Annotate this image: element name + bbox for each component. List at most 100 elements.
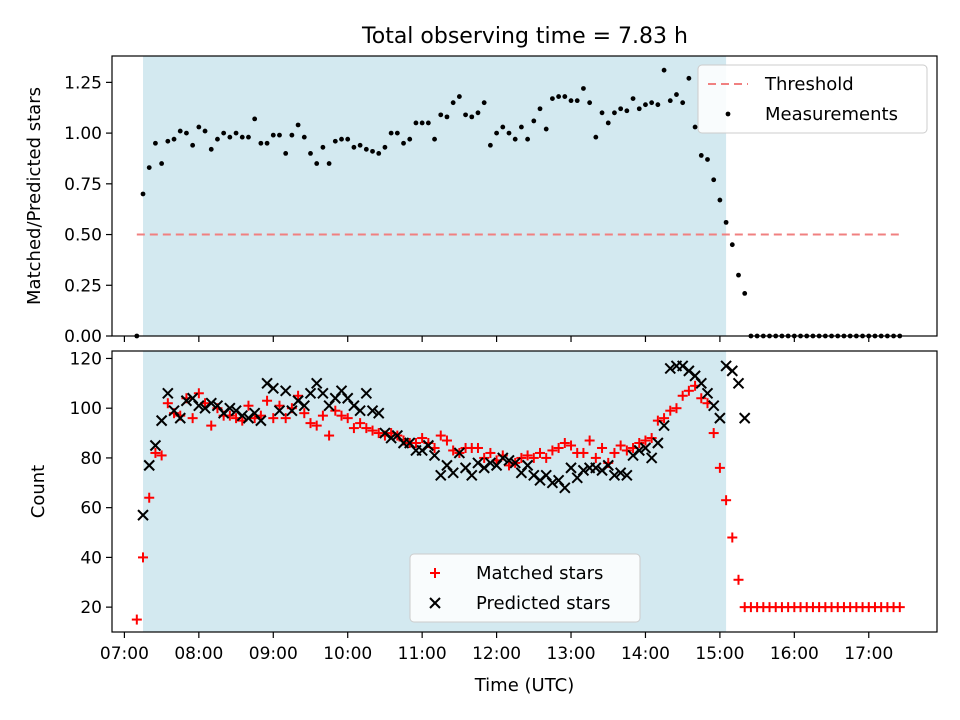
measurement-point (221, 130, 227, 136)
predicted-star-point (298, 400, 311, 412)
matched-star-point (162, 398, 173, 409)
predicted-star-point (652, 437, 664, 449)
matched-star-point (355, 418, 366, 429)
measurement-point (301, 134, 307, 140)
matched-star-point (535, 447, 546, 458)
measurement-point (456, 94, 462, 99)
measurement-point (686, 75, 692, 81)
measurement-point (270, 132, 276, 138)
matched-star-point (621, 445, 632, 456)
matched-star-point (652, 415, 663, 426)
x-tick-label: 09:00 (249, 644, 298, 664)
matched-star-point (665, 405, 676, 416)
measurement-point (593, 134, 599, 140)
matched-star-point (640, 435, 651, 446)
predicted-star-point (149, 439, 162, 452)
matched-star-point (150, 447, 161, 458)
measurement-point (357, 142, 363, 148)
measurement-point (469, 114, 475, 120)
bottom-axes-frame (111, 350, 938, 633)
measurement-point (698, 153, 704, 158)
measurement-point (258, 140, 264, 146)
measurement-point (463, 112, 468, 118)
predicted-star-point (701, 387, 714, 399)
predicted-star-point (366, 404, 379, 417)
bottom-y-ticks: 20 40 60 80 100 120 (70, 349, 112, 618)
predicted-star-point (310, 377, 323, 390)
measurement-point (605, 120, 611, 126)
predicted-star-point (608, 469, 621, 482)
predicted-star-point (503, 454, 515, 467)
predicted-star-point (645, 452, 658, 464)
predicted-star-point (664, 362, 676, 375)
matched-star-point (541, 452, 552, 463)
bottom-y-tick-label: 20 (80, 598, 102, 618)
measurement-point (680, 100, 686, 106)
measurement-point (667, 98, 673, 104)
matched-star-point (144, 492, 155, 503)
x-tick-label: 15:00 (695, 644, 744, 664)
top-y-ticks: 0.00 0.25 0.50 0.75 1.00 1.25 (64, 73, 112, 347)
counts-layer (131, 360, 905, 625)
measurement-point (376, 150, 382, 156)
predicted-star-point (521, 459, 534, 472)
measurement-point (531, 118, 537, 124)
measurement-point (444, 114, 450, 120)
measurement-point (661, 67, 667, 73)
predicted-star-point (590, 462, 602, 474)
measurement-point (370, 148, 375, 154)
matched-star-point (193, 388, 204, 399)
measurement-point (587, 100, 593, 106)
predicted-star-point (193, 400, 205, 412)
measurement-point (252, 116, 258, 122)
matched-star-point (156, 450, 167, 461)
bottom-y-tick-label: 60 (80, 499, 102, 519)
chart-title: Total observing time = 7.83 h (361, 24, 688, 49)
x-tick-label: 16:00 (770, 644, 819, 664)
matched-star-point (268, 413, 279, 424)
measurement-point (475, 110, 481, 116)
predicted-star-point (286, 404, 298, 417)
measurement-point (184, 130, 189, 136)
measurement-point (401, 140, 406, 146)
matched-star-point (206, 420, 217, 431)
predicted-star-point (658, 419, 670, 432)
measurement-point (643, 102, 648, 108)
measurement-point (612, 110, 617, 116)
matched-star-point (330, 405, 341, 416)
matched-star-point (187, 413, 198, 424)
predicted-star-point (639, 442, 652, 454)
measurement-point (568, 98, 574, 104)
matched-star-point (566, 440, 577, 451)
top-legend-box (697, 64, 928, 134)
matched-star-point (559, 438, 570, 449)
measurement-point (494, 130, 499, 136)
measurement-point (655, 102, 661, 108)
legend-threshold-label: Threshold (764, 74, 854, 95)
predicted-star-point (726, 365, 739, 377)
predicted-star-point (385, 432, 397, 444)
matched-star-point (522, 450, 533, 461)
predicted-star-point (466, 469, 478, 482)
predicted-star-point (205, 397, 217, 409)
predicted-star-point (738, 412, 751, 424)
measurement-point (599, 110, 605, 116)
matched-star-point (714, 462, 725, 473)
measurement-point (450, 100, 456, 106)
measurement-point (233, 130, 239, 136)
matched-star-point (417, 433, 428, 444)
measurement-point (283, 150, 289, 156)
measurement-point (215, 136, 220, 142)
measurement-point (618, 106, 624, 112)
matched-star-point (615, 440, 626, 451)
bottom-legend: Matched stars Predicted stars (409, 553, 641, 623)
predicted-star-point (447, 467, 459, 479)
measurement-point (692, 124, 698, 130)
top-panel: 0.00 0.25 0.50 0.75 1.00 1.25 Matched/Predict… (24, 55, 938, 347)
matched-star-point (138, 552, 149, 563)
matched-star-point (671, 403, 682, 414)
top-y-tick-label: 0.00 (64, 327, 102, 347)
matched-star-point (373, 428, 384, 439)
measurement-point (543, 126, 549, 132)
legend-predicted-label: Predicted stars (476, 593, 610, 614)
